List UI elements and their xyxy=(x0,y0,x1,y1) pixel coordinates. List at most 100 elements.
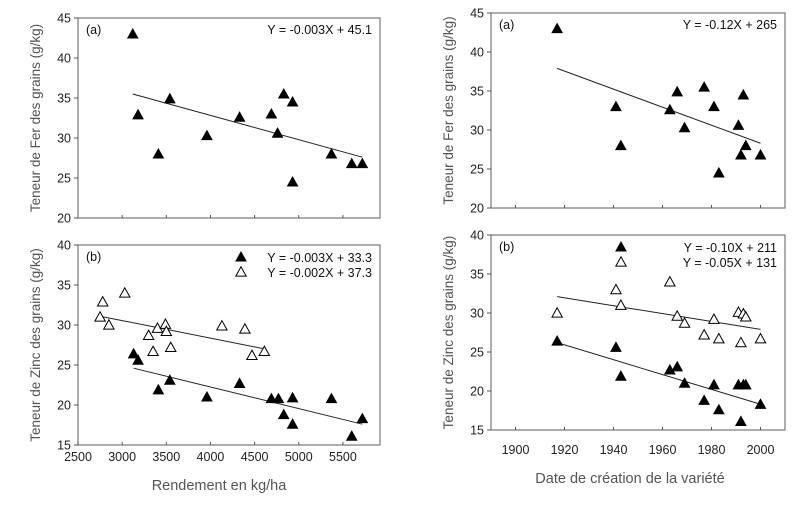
x-tick-label: 1940 xyxy=(600,443,628,457)
y-tick-label: 35 xyxy=(57,279,71,293)
y-axis-title: Teneur de Fer des grains (g/kg) xyxy=(28,24,43,212)
data-point xyxy=(739,310,752,322)
legend-label: Y = -0.10X + 211 xyxy=(684,241,777,255)
data-point xyxy=(678,377,691,388)
y-tick-label: 25 xyxy=(57,172,71,186)
legend-marker xyxy=(234,265,248,277)
x-tick-label: 1920 xyxy=(551,443,579,457)
data-point xyxy=(118,286,131,298)
data-point xyxy=(163,92,176,104)
data-point xyxy=(610,100,622,112)
legend-label: Y = -0.05X + 131 xyxy=(683,256,777,270)
data-point xyxy=(614,298,627,310)
y-tick-label: 35 xyxy=(57,92,71,106)
y-tick-label: 20 xyxy=(470,385,484,399)
x-tick-label: 5500 xyxy=(329,450,357,464)
series-filled xyxy=(551,22,767,178)
data-point xyxy=(356,412,369,424)
data-point xyxy=(142,329,155,341)
data-point xyxy=(707,313,720,324)
data-point xyxy=(286,391,299,403)
y-tick-label: 30 xyxy=(57,132,71,146)
y-tick-label: 45 xyxy=(470,7,484,21)
data-point xyxy=(215,319,228,331)
data-point xyxy=(735,415,747,426)
panel-3: 15 20 25 30 35 40 1900 1920 1940 1960 1980 2000 Tene… xyxy=(441,229,786,487)
x-tick-label: 2500 xyxy=(64,450,92,464)
x-tick-label: 4000 xyxy=(197,450,225,464)
y-axis-title: Teneur de Zinc des grains (g/kg) xyxy=(441,236,456,430)
data-point xyxy=(94,310,107,322)
x-tick-label: 4500 xyxy=(241,450,269,464)
series-filled xyxy=(126,27,369,187)
data-point xyxy=(164,341,177,353)
data-point xyxy=(739,139,752,151)
legend-label: Y = -0.002X + 37.3 xyxy=(267,266,372,280)
data-point xyxy=(132,354,144,365)
data-point xyxy=(739,378,752,390)
regression-equation: Y = -0.12X + 265 xyxy=(683,18,777,32)
y-tick-label: 45 xyxy=(57,12,71,26)
x-tick-label: 3500 xyxy=(152,450,180,464)
y-tick-label: 30 xyxy=(57,319,71,333)
x-tick-label: 3000 xyxy=(108,450,136,464)
y-tick-label: 40 xyxy=(57,52,71,66)
y-tick-label: 35 xyxy=(470,85,484,99)
y-tick-label: 30 xyxy=(470,307,484,321)
data-point xyxy=(258,345,271,357)
y-tick-label: 30 xyxy=(470,124,484,138)
panel-0: 20 25 30 35 40 45 Teneur de Fer des grains (g/… xyxy=(28,12,381,226)
regression-line xyxy=(133,367,363,425)
data-point xyxy=(132,108,144,120)
data-point xyxy=(233,377,246,388)
panel-1: 15 20 25 30 35 40 2500 3000 3500 4000 4500 5000 5500… xyxy=(28,239,381,494)
data-point xyxy=(712,332,725,344)
data-point xyxy=(126,27,139,39)
data-point xyxy=(678,316,691,328)
y-tick-label: 20 xyxy=(57,212,71,226)
data-point xyxy=(754,398,767,409)
data-point xyxy=(325,147,338,159)
data-point xyxy=(712,166,725,178)
data-point xyxy=(734,336,747,348)
data-point xyxy=(708,100,720,112)
legend: Y = -0.003X + 33.3Y = -0.002X + 37.3 xyxy=(234,250,372,280)
data-point xyxy=(671,309,684,321)
data-point xyxy=(325,392,338,404)
x-tick-label: 1980 xyxy=(698,443,726,457)
data-point xyxy=(551,22,564,34)
data-point xyxy=(735,148,747,160)
data-point xyxy=(609,283,622,295)
data-point xyxy=(671,360,684,372)
data-point xyxy=(754,148,767,160)
y-tick-label: 25 xyxy=(57,359,71,373)
panel-2: 20 25 30 35 40 45 Teneur de Fer des grains (g/… xyxy=(441,7,786,216)
x-tick-label: 1960 xyxy=(649,443,677,457)
plot-frame xyxy=(490,234,786,431)
data-point xyxy=(102,318,115,330)
data-point xyxy=(245,349,259,361)
data-point xyxy=(754,332,767,344)
data-point xyxy=(737,88,750,100)
regression-line xyxy=(557,296,761,330)
data-point xyxy=(712,403,725,415)
y-axis-title: Teneur de Zinc des grains (g/kg) xyxy=(28,248,43,442)
data-point xyxy=(147,345,160,357)
plot-frame xyxy=(77,244,381,446)
data-point xyxy=(272,392,285,404)
data-point xyxy=(614,139,627,151)
data-point xyxy=(265,392,278,404)
data-point xyxy=(708,378,720,390)
regression-line xyxy=(556,67,761,144)
data-point xyxy=(152,383,165,395)
y-tick-label: 15 xyxy=(57,439,71,453)
data-point xyxy=(663,275,676,287)
y-tick-label: 35 xyxy=(470,268,484,282)
plot-frame xyxy=(490,12,786,209)
data-point xyxy=(345,430,358,441)
legend-marker xyxy=(614,255,628,267)
data-point xyxy=(698,394,711,405)
x-axis-title: Date de création de la variété xyxy=(535,471,724,487)
